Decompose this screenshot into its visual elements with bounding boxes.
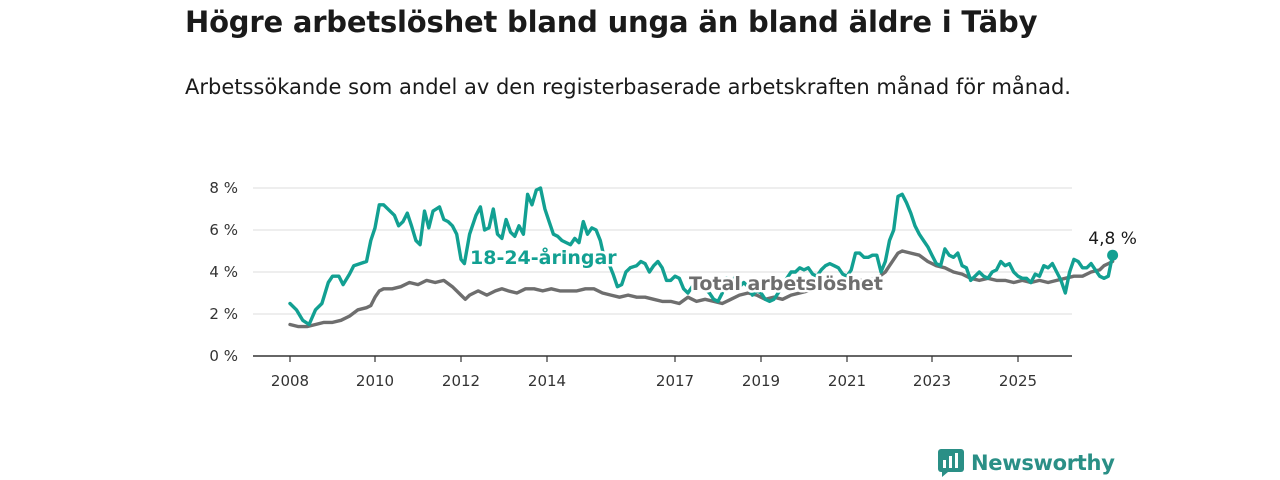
x-tick-label: 2008 [271, 372, 309, 390]
series-line-total [288, 249, 1115, 329]
x-tick-label: 2012 [442, 372, 480, 390]
y-axis: 0 % 2 % 4 % 6 % 8 % [209, 179, 238, 365]
x-tick-label: 2023 [913, 372, 951, 390]
newsworthy-logo-icon [938, 449, 964, 477]
x-tick-label: 2025 [999, 372, 1037, 390]
x-tick-label: 2010 [356, 372, 394, 390]
series-label-youth: 18-24-åringar [470, 245, 617, 269]
y-tick-label: 0 % [209, 347, 238, 365]
series-lines [288, 186, 1115, 329]
end-value-label: 4,8 % [1088, 229, 1137, 249]
y-tick-label: 2 % [209, 305, 238, 323]
series-label-total: Total arbetslöshet [689, 273, 883, 295]
x-tick-label: 2019 [742, 372, 780, 390]
y-tick-label: 8 % [209, 179, 238, 197]
x-tick-label: 2021 [828, 372, 866, 390]
page-title: Högre arbetslöshet bland unga än bland ä… [185, 5, 1038, 39]
brand-name: Newsworthy [971, 451, 1115, 475]
end-point-marker [1107, 249, 1119, 261]
x-tick-label: 2014 [528, 372, 566, 390]
series-line-youth [288, 186, 1115, 327]
x-tick-label: 2017 [656, 372, 694, 390]
y-tick-label: 6 % [209, 221, 238, 239]
chart-subtitle: Arbetssökande som andel av den registerb… [185, 75, 1071, 99]
series-labels: 18-24-åringar Total arbetslöshet 4,8 % [468, 227, 1139, 297]
newsworthy-brand: Newsworthy [938, 448, 1115, 478]
y-tick-label: 4 % [209, 263, 238, 281]
x-axis: 2008 2010 2012 2014 2017 2019 2021 2023 2025 [271, 356, 1037, 390]
